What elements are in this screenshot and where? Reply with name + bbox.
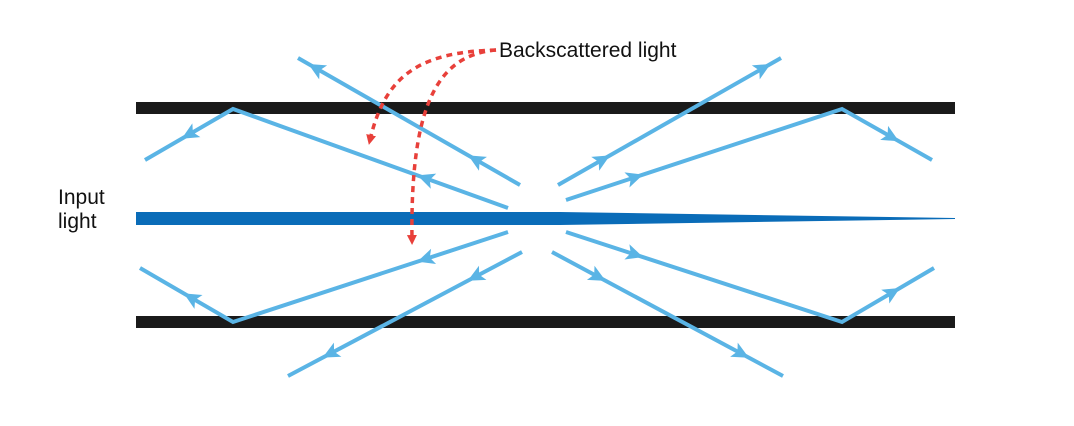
ray-arrowhead-14 (751, 63, 771, 80)
ray-arrowhead-13 (591, 155, 610, 171)
ray-arrowhead-1 (417, 173, 437, 189)
scattered-ray-1 (143, 106, 509, 210)
scattered-ray-7 (557, 56, 782, 187)
ray-arrowhead-10 (880, 125, 899, 142)
ray-arrowhead-3 (417, 248, 437, 264)
scattered-ray-3 (297, 56, 521, 187)
scattered-ray-2 (138, 230, 509, 325)
ray-arrowhead-15 (586, 265, 606, 281)
ray-arrowhead-4 (183, 293, 203, 309)
ray-arrowhead-5 (468, 155, 487, 171)
backscattered-light-label: Backscattered light (499, 39, 677, 62)
ray-arrowhead-2 (181, 123, 201, 139)
ray-arrowhead-12 (881, 287, 900, 304)
input-light-label-line2: light (58, 210, 97, 233)
ray-arrowhead-9 (624, 172, 644, 188)
backscatter-arrow-2 (406, 48, 497, 245)
ray-arrowhead-11 (624, 244, 644, 260)
backscatter-arrow-1 (366, 48, 497, 145)
input-light-beam (136, 212, 955, 225)
fiber-top-wall (136, 102, 955, 114)
ray-arrowheads (181, 63, 900, 358)
ray-arrowhead-7 (467, 265, 487, 281)
input-light-label: Input light (58, 186, 105, 234)
ray-arrowhead-16 (730, 342, 749, 358)
scattered-ray-6 (565, 230, 936, 325)
ray-arrowhead-8 (322, 342, 342, 358)
scattered-ray-5 (565, 106, 933, 202)
fiber-bottom-wall (136, 316, 955, 328)
ray-arrowhead-6 (308, 63, 328, 80)
input-light-label-line1: Input (58, 186, 105, 209)
